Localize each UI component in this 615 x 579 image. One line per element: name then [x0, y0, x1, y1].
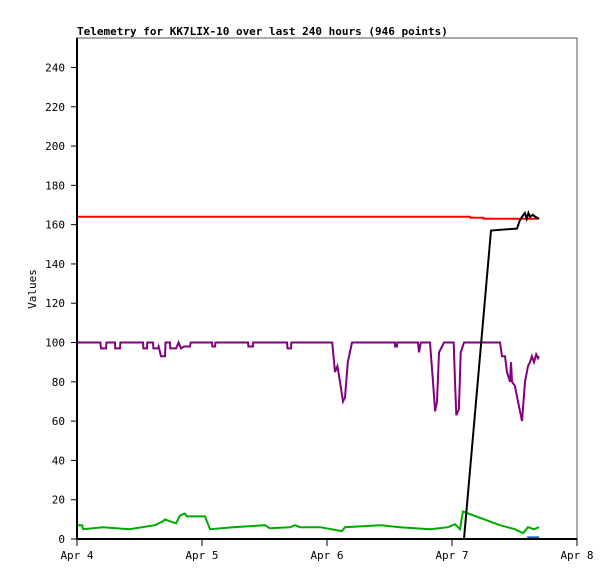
y-tick-label: 20 — [52, 494, 65, 507]
y-tick-label: 0 — [58, 533, 65, 546]
x-tick-label: Apr 7 — [435, 549, 468, 562]
series-line-0 — [77, 215, 539, 220]
y-tick-label: 100 — [45, 337, 65, 350]
y-tick-label: 60 — [52, 415, 65, 428]
plot-area — [76, 37, 578, 540]
x-tick-label: Apr 6 — [310, 549, 343, 562]
y-tick-label: 240 — [45, 61, 65, 74]
series-line-3 — [77, 209, 540, 540]
series-line-1 — [77, 339, 540, 422]
x-tick-label: Apr 8 — [560, 549, 593, 562]
y-tick-label: 140 — [45, 258, 65, 271]
y-tick-label: 120 — [45, 297, 65, 310]
x-tick-label: Apr 5 — [185, 549, 218, 562]
y-tick-label: 160 — [45, 219, 65, 232]
y-tick-label: 200 — [45, 140, 65, 153]
series-line-2 — [77, 510, 540, 535]
y-tick-label: 80 — [52, 376, 65, 389]
x-tick-label: Apr 4 — [60, 549, 93, 562]
chart-title: Telemetry for KK7LIX-10 over last 240 ho… — [77, 25, 448, 38]
y-tick-label: 40 — [52, 454, 65, 467]
y-tick-label: 220 — [45, 101, 65, 114]
y-tick-label: 180 — [45, 179, 65, 192]
y-axis-label: Values — [26, 269, 39, 309]
